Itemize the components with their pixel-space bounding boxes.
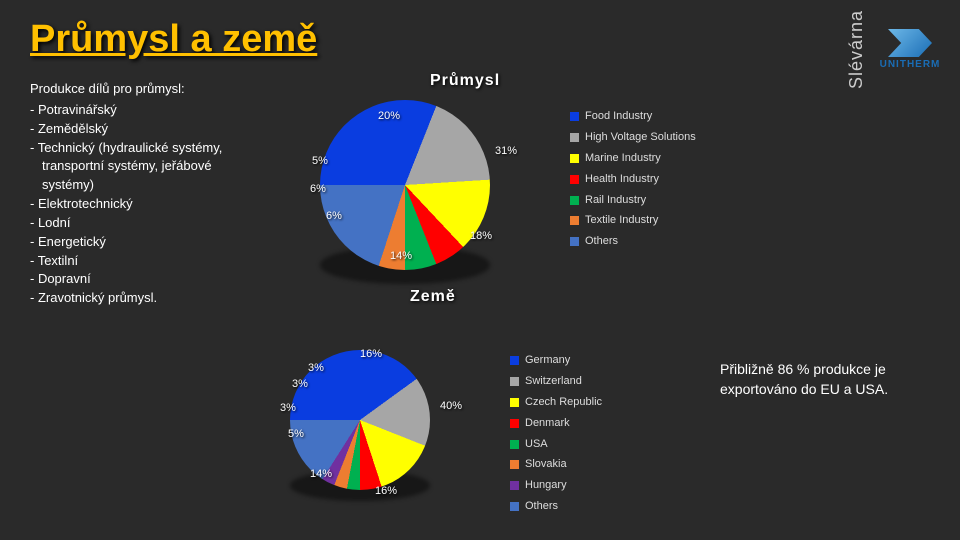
- legend-label: Marine Industry: [585, 148, 661, 169]
- legend-label: Hungary: [525, 475, 567, 496]
- list-item: - Zravotnický průmysl.: [30, 289, 250, 308]
- company-logo: ® UNITHERM: [875, 28, 945, 72]
- chart1-title: Průmysl: [430, 72, 500, 90]
- legend-swatch-icon: [570, 216, 579, 225]
- legend-item: Germany: [510, 350, 602, 371]
- legend-item: Hungary: [510, 475, 602, 496]
- logo-text: UNITHERM: [880, 59, 941, 70]
- industry-pie-chart: Průmysl 31%18%14%6%6%5%20% Země: [300, 90, 540, 290]
- chart1-legend: Food IndustryHigh Voltage SolutionsMarin…: [570, 106, 696, 252]
- export-note: Přibližně 86 % produkce je exportováno d…: [720, 360, 930, 399]
- legend-swatch-icon: [510, 502, 519, 511]
- chart2-legend: GermanySwitzerlandCzech RepublicDenmarkU…: [510, 350, 602, 517]
- list-item: - Dopravní: [30, 270, 250, 289]
- legend-item: Denmark: [510, 413, 602, 434]
- list-intro: Produkce dílů pro průmysl:: [30, 80, 250, 99]
- list-item: - Technický (hydraulické systémy, transp…: [30, 139, 250, 196]
- list-item: - Elektrotechnický: [30, 195, 250, 214]
- slice-label: 6%: [310, 183, 326, 195]
- legend-label: Denmark: [525, 413, 570, 434]
- legend-item: Health Industry: [570, 169, 696, 190]
- slice-label: 6%: [326, 210, 342, 222]
- legend-label: High Voltage Solutions: [585, 127, 696, 148]
- slice-label: 3%: [280, 402, 296, 414]
- registered-icon: ®: [934, 25, 940, 34]
- legend-swatch-icon: [510, 460, 519, 469]
- legend-item: Marine Industry: [570, 148, 696, 169]
- legend-item: Textile Industry: [570, 210, 696, 231]
- legend-item: Czech Republic: [510, 392, 602, 413]
- legend-swatch-icon: [510, 398, 519, 407]
- list-item: - Energetický: [30, 233, 250, 252]
- legend-item: Slovakia: [510, 454, 602, 475]
- list-item: - Textilní: [30, 252, 250, 271]
- legend-swatch-icon: [510, 481, 519, 490]
- slice-label: 16%: [375, 485, 397, 497]
- page-title: Průmysl a země: [30, 18, 317, 61]
- list-item: - Lodní: [30, 214, 250, 233]
- brand-block: Slévárna ® UNITHERM: [846, 10, 945, 89]
- legend-item: Switzerland: [510, 371, 602, 392]
- slice-label: 3%: [308, 362, 324, 374]
- legend-item: USA: [510, 434, 602, 455]
- legend-label: Slovakia: [525, 454, 567, 475]
- slice-label: 14%: [310, 468, 332, 480]
- list-item: - Zemědělský: [30, 120, 250, 139]
- legend-label: Czech Republic: [525, 392, 602, 413]
- legend-swatch-icon: [570, 196, 579, 205]
- legend-label: Textile Industry: [585, 210, 658, 231]
- slice-label: 40%: [440, 400, 462, 412]
- legend-label: Switzerland: [525, 371, 582, 392]
- legend-label: Others: [525, 496, 558, 517]
- legend-swatch-icon: [510, 419, 519, 428]
- legend-label: Health Industry: [585, 169, 659, 190]
- legend-swatch-icon: [570, 112, 579, 121]
- list-item: - Potravinářský: [30, 101, 250, 120]
- legend-swatch-icon: [510, 377, 519, 386]
- legend-item: Rail Industry: [570, 190, 696, 211]
- slice-label: 3%: [292, 378, 308, 390]
- slice-label: 5%: [288, 428, 304, 440]
- logo-icon: ®: [888, 29, 932, 57]
- slice-label: 14%: [390, 250, 412, 262]
- legend-item: Others: [570, 231, 696, 252]
- legend-item: Others: [510, 496, 602, 517]
- legend-swatch-icon: [510, 440, 519, 449]
- slice-label: 18%: [470, 230, 492, 242]
- legend-item: Food Industry: [570, 106, 696, 127]
- legend-label: Others: [585, 231, 618, 252]
- legend-label: Germany: [525, 350, 570, 371]
- legend-item: High Voltage Solutions: [570, 127, 696, 148]
- legend-swatch-icon: [510, 356, 519, 365]
- legend-label: USA: [525, 434, 548, 455]
- legend-label: Rail Industry: [585, 190, 646, 211]
- legend-swatch-icon: [570, 175, 579, 184]
- slice-label: 16%: [360, 348, 382, 360]
- industry-list: Produkce dílů pro průmysl: - Potravinářs…: [30, 80, 250, 308]
- slice-label: 20%: [378, 110, 400, 122]
- side-label: Slévárna: [846, 10, 867, 89]
- legend-swatch-icon: [570, 237, 579, 246]
- legend-swatch-icon: [570, 133, 579, 142]
- slice-label: 5%: [312, 155, 328, 167]
- slice-label: 31%: [495, 145, 517, 157]
- legend-swatch-icon: [570, 154, 579, 163]
- legend-label: Food Industry: [585, 106, 652, 127]
- chart1-subtitle: Země: [410, 288, 456, 306]
- country-pie-chart: 40%16%14%5%3%3%3%16%: [260, 340, 480, 500]
